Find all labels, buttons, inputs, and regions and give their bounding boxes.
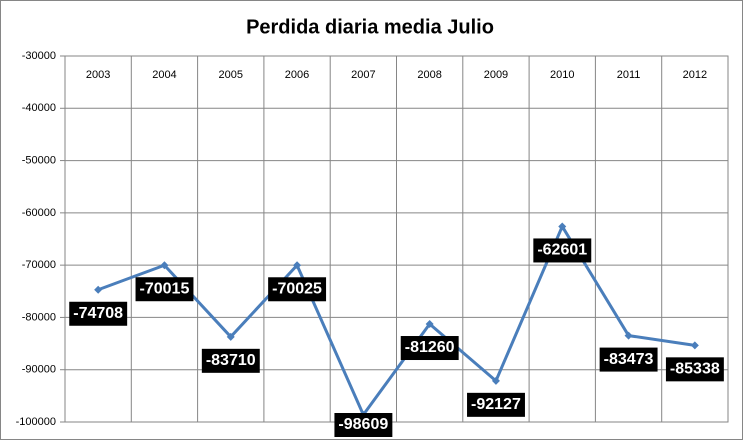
y-tick-label: -80000 [22,311,56,323]
data-label-box [69,301,128,326]
y-tick-label: -40000 [22,102,56,114]
x-tick-label: 2004 [152,69,176,81]
x-tick-label: 2012 [683,69,707,81]
data-point [94,285,103,294]
data-label: -92127 [471,396,521,413]
data-label: -74708 [73,305,123,322]
data-label-box [334,413,393,437]
chart-title: Perdida diaria media Julio [246,16,494,38]
x-tick-label: 2003 [86,69,110,81]
data-label: -83473 [604,351,654,368]
data-point [491,376,500,385]
data-label: -81260 [405,339,455,356]
y-tick-label: -60000 [22,207,56,219]
data-label: -85338 [670,361,720,378]
data-point [226,332,235,341]
data-label-box [268,277,327,302]
data-point [624,331,633,340]
y-tick-label: -90000 [22,364,56,376]
data-point [690,341,699,350]
data-point [160,261,169,270]
x-tick-label: 2008 [417,69,441,81]
data-label-box [467,392,525,417]
data-point [425,320,434,329]
data-label: -70015 [140,280,190,297]
data-line [97,224,696,417]
data-point [558,222,567,231]
x-tick-label: 2009 [484,69,508,81]
data-label: -62601 [537,242,587,259]
data-label-box [201,348,260,373]
y-tick-label: -100000 [16,416,56,428]
y-tick-label: -30000 [22,50,56,62]
x-tick-label: 2010 [550,69,574,81]
data-point [293,261,302,270]
data-label-box [533,238,592,263]
data-label: -98609 [338,416,388,433]
y-tick-label: -70000 [22,259,56,271]
x-tick-label: 2005 [219,69,243,81]
data-label-box [665,357,724,382]
data-label: -70025 [272,280,322,297]
data-label-box [135,277,194,302]
x-tick-label: 2007 [351,69,375,81]
y-tick-label: -50000 [22,154,56,166]
x-tick-label: 2006 [285,69,309,81]
x-tick-label: 2011 [617,69,641,81]
data-label-box [599,347,658,372]
data-label-box [400,336,459,361]
data-label: -83710 [206,352,256,369]
